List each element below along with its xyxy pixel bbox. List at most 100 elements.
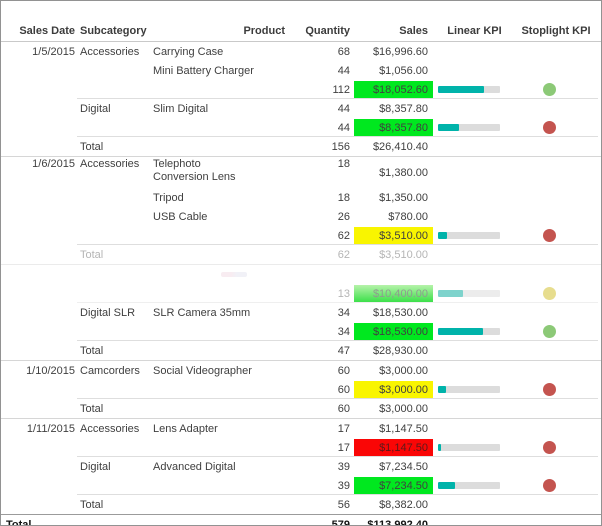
sales-cell: $7,234.50 bbox=[350, 457, 438, 476]
table-row-detail: 1/5/2015 Accessories Carrying Case 68 $16,99… bbox=[1, 42, 601, 61]
quantity-cell: 34 bbox=[337, 306, 350, 319]
column-header-stoplight-kpi: Stoplight KPI bbox=[521, 25, 591, 37]
product-cell: Advanced Digital bbox=[153, 460, 236, 473]
product-cell: Social Videographer bbox=[153, 364, 252, 377]
sales-value: $113,992.40 bbox=[367, 518, 428, 526]
subcategory-cell: Digital bbox=[80, 460, 111, 473]
table-row-subtotal: 112 $18,052.60 bbox=[1, 80, 601, 99]
table-row-total: Total 56 $8,382.00 bbox=[1, 495, 601, 514]
sales-highlight-green: $7,234.50 bbox=[354, 477, 433, 494]
quantity-cell: 18 bbox=[337, 158, 350, 170]
sales-cell: $780.00 bbox=[350, 207, 438, 226]
stoplight-kpi-cell bbox=[511, 207, 601, 226]
subcategory-cell: Total bbox=[80, 344, 104, 357]
stoplight-red-icon bbox=[543, 229, 556, 242]
table-row-subtotal: 44 $8,357.80 bbox=[1, 118, 601, 137]
quantity-cell: 60 bbox=[337, 383, 350, 396]
sales-value: $1,380.00 bbox=[379, 166, 428, 179]
subcategory-cell: Accessories bbox=[80, 422, 140, 435]
sales-value: $7,234.50 bbox=[379, 460, 428, 473]
table-header-row: Sales Date Subcategory Product Quantity … bbox=[1, 1, 601, 42]
linear-kpi-cell bbox=[438, 515, 511, 525]
linear-kpi-fill bbox=[438, 290, 463, 297]
quantity-cell: 60 bbox=[337, 402, 350, 415]
table-row-total: Total 47 $28,930.00 bbox=[1, 341, 601, 361]
table-row-faded_blank bbox=[1, 265, 601, 284]
stoplight-kpi-cell bbox=[511, 245, 601, 264]
linear-kpi-fill bbox=[438, 444, 442, 451]
linear-kpi-fill bbox=[438, 482, 455, 489]
stoplight-red-icon bbox=[543, 121, 556, 134]
sales-date-cell: Total bbox=[6, 518, 32, 526]
sales-value: $8,382.00 bbox=[379, 498, 428, 511]
sales-date-cell: 1/10/2015 bbox=[26, 364, 75, 377]
sales-value: $3,510.00 bbox=[379, 248, 428, 261]
sales-value: $18,530.00 bbox=[372, 306, 428, 319]
sales-cell: $1,147.50 bbox=[350, 438, 438, 457]
sales-cell: $3,000.00 bbox=[350, 361, 438, 380]
stoplight-red-icon bbox=[543, 479, 556, 492]
table-row-grand_total: Total 579 $113,992.40 bbox=[1, 514, 601, 526]
table-row-detail: Digital SLR SLR Camera 35mm 34 $18,530.00 bbox=[1, 303, 601, 322]
column-header-product: Product bbox=[243, 25, 285, 37]
table-row-subtotal: 39 $7,234.50 bbox=[1, 476, 601, 495]
linear-kpi-cell bbox=[438, 158, 511, 188]
product-cell: Slim Digital bbox=[153, 102, 209, 115]
quantity-cell: 579 bbox=[331, 518, 350, 526]
quantity-cell: 17 bbox=[337, 441, 350, 454]
linear-kpi-cell bbox=[438, 226, 511, 245]
stoplight-red-icon bbox=[543, 441, 556, 454]
stoplight-kpi-cell bbox=[511, 361, 601, 380]
quantity-cell: 68 bbox=[337, 45, 350, 58]
stoplight-kpi-cell bbox=[511, 99, 601, 118]
product-cell: USB Cable bbox=[153, 210, 208, 223]
table-row-subtotal: 60 $3,000.00 bbox=[1, 380, 601, 399]
stoplight-kpi-cell bbox=[511, 284, 601, 303]
sales-value bbox=[354, 266, 433, 283]
column-header-sales-date: Sales Date bbox=[19, 25, 75, 37]
sales-cell: $3,510.00 bbox=[350, 226, 438, 245]
quantity-cell: 156 bbox=[331, 140, 350, 153]
table-row-subtotal: 13 $10,400.00 bbox=[1, 284, 601, 303]
column-header-quantity: Quantity bbox=[305, 25, 350, 37]
linear-kpi-cell bbox=[438, 137, 511, 156]
stoplight-yellow_faded-icon bbox=[543, 287, 556, 300]
linear-kpi-cell bbox=[438, 438, 511, 457]
table-row-subtotal: 17 $1,147.50 bbox=[1, 438, 601, 457]
stoplight-kpi-cell bbox=[511, 322, 601, 341]
linear-kpi-cell bbox=[438, 419, 511, 438]
stoplight-kpi-cell bbox=[511, 438, 601, 457]
product-cell: Lens Adapter bbox=[153, 422, 218, 435]
stoplight-green-icon bbox=[543, 325, 556, 338]
table-row-detail: 1/11/2015 Accessories Lens Adapter 17 $1,147… bbox=[1, 419, 601, 438]
sales-highlight-green: $18,530.00 bbox=[354, 323, 433, 340]
column-header-subcategory: Subcategory bbox=[80, 25, 147, 37]
linear-kpi-fill bbox=[438, 232, 448, 239]
stoplight-kpi-cell bbox=[511, 303, 601, 322]
sales-cell: $8,357.80 bbox=[350, 99, 438, 118]
linear-kpi-cell bbox=[438, 380, 511, 399]
sales-value: $780.00 bbox=[388, 210, 428, 223]
linear-kpi-cell bbox=[438, 42, 511, 61]
linear-kpi-fill bbox=[438, 386, 447, 393]
sales-value: $3,000.00 bbox=[379, 402, 428, 415]
sales-value: $1,350.00 bbox=[379, 191, 428, 204]
sales-cell: $18,530.00 bbox=[350, 322, 438, 341]
linear-kpi-cell bbox=[438, 322, 511, 341]
sales-cell: $3,510.00 bbox=[350, 245, 438, 264]
quantity-cell: 44 bbox=[337, 102, 350, 115]
linear-kpi-gauge bbox=[438, 232, 500, 239]
sales-date-cell: 1/6/2015 bbox=[32, 158, 75, 170]
stoplight-kpi-cell bbox=[511, 495, 601, 514]
table-row-detail: USB Cable 26 $780.00 bbox=[1, 207, 601, 226]
table-row-detail: Digital Slim Digital 44 $8,357.80 bbox=[1, 99, 601, 118]
table-row-detail: 1/10/2015 Camcorders Social Videographer 60… bbox=[1, 361, 601, 380]
sales-cell: $7,234.50 bbox=[350, 476, 438, 495]
sales-value: $1,147.50 bbox=[379, 422, 428, 435]
sales-highlight-green: $8,357.80 bbox=[354, 119, 433, 136]
linear-kpi-cell bbox=[438, 361, 511, 380]
linear-kpi-cell bbox=[438, 99, 511, 118]
product-cell: SLR Camera 35mm bbox=[153, 306, 251, 319]
quantity-cell: 47 bbox=[337, 344, 350, 357]
